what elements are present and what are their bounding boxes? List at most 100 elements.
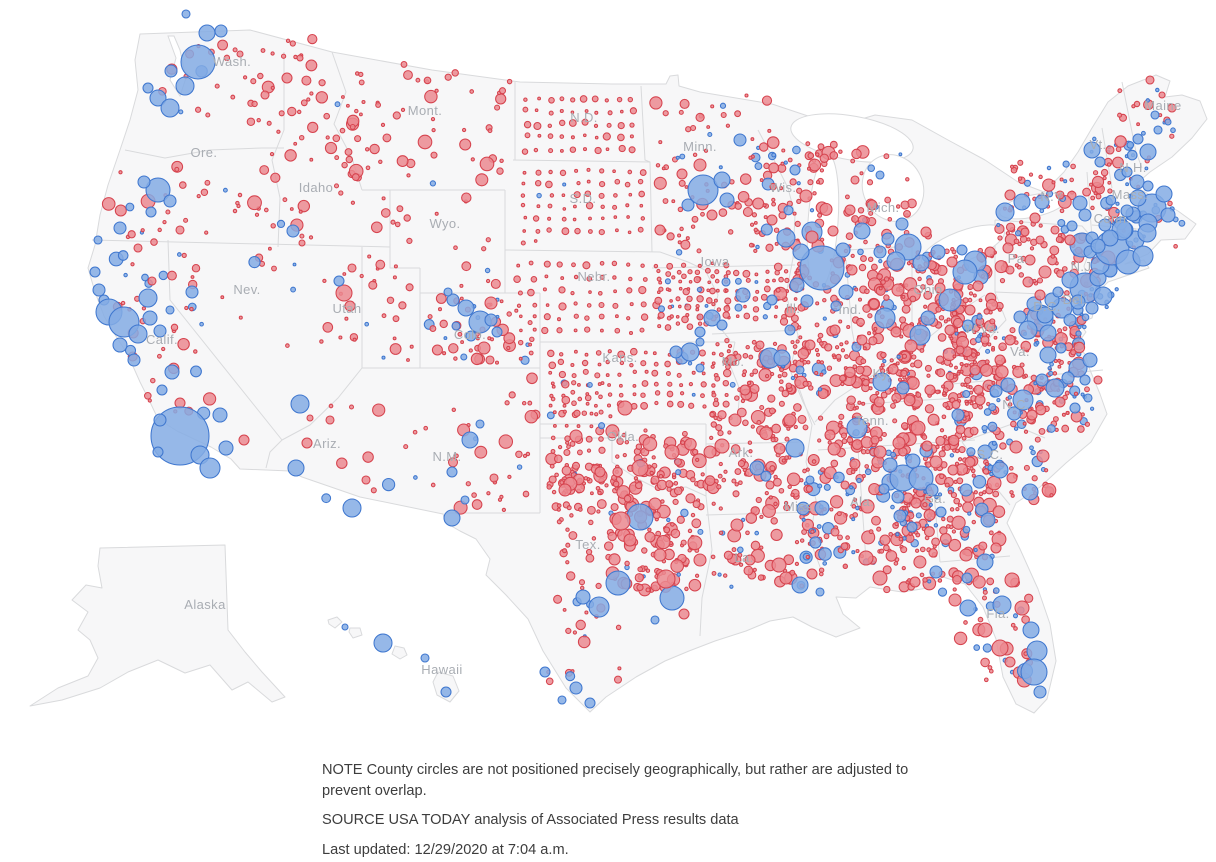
county-bubble[interactable] [503, 332, 516, 345]
county-bubble[interactable] [809, 208, 815, 213]
county-bubble[interactable] [789, 569, 796, 576]
county-bubble[interactable] [980, 335, 990, 345]
county-bubble[interactable] [1167, 200, 1173, 207]
county-bubble[interactable] [978, 541, 988, 551]
county-bubble[interactable] [991, 461, 1009, 479]
county-bubble[interactable] [716, 484, 722, 490]
county-bubble[interactable] [777, 374, 782, 379]
county-bubble[interactable] [1070, 294, 1086, 310]
county-bubble[interactable] [743, 304, 747, 309]
county-bubble[interactable] [354, 135, 362, 143]
county-bubble[interactable] [681, 430, 688, 437]
county-bubble[interactable] [522, 490, 530, 498]
county-bubble[interactable] [959, 548, 973, 562]
county-bubble[interactable] [586, 303, 592, 308]
county-bubble[interactable] [783, 269, 789, 274]
county-bubble[interactable] [553, 454, 563, 464]
county-bubble[interactable] [534, 108, 539, 113]
county-bubble[interactable] [676, 269, 682, 275]
county-bubble[interactable] [684, 586, 689, 592]
county-bubble[interactable] [544, 274, 549, 279]
county-bubble[interactable] [762, 203, 767, 208]
county-bubble[interactable] [1041, 482, 1057, 498]
county-bubble[interactable] [745, 530, 750, 536]
county-bubble[interactable] [403, 70, 413, 80]
county-bubble[interactable] [222, 187, 228, 193]
county-bubble[interactable] [976, 313, 983, 320]
county-bubble[interactable] [333, 275, 345, 287]
county-bubble[interactable] [1144, 166, 1149, 171]
county-bubble[interactable] [975, 502, 989, 517]
county-bubble[interactable] [318, 79, 326, 87]
county-bubble[interactable] [743, 312, 751, 320]
county-bubble[interactable] [838, 319, 843, 324]
county-bubble[interactable] [164, 364, 180, 380]
county-bubble[interactable] [995, 202, 1015, 222]
county-bubble[interactable] [727, 430, 732, 435]
county-bubble[interactable] [561, 193, 566, 198]
county-bubble[interactable] [1009, 164, 1015, 169]
county-bubble[interactable] [713, 397, 719, 402]
county-bubble[interactable] [520, 202, 526, 208]
county-bubble[interactable] [528, 260, 534, 266]
county-bubble[interactable] [771, 201, 777, 207]
county-bubble[interactable] [905, 453, 921, 469]
county-bubble[interactable] [423, 425, 429, 431]
county-bubble[interactable] [845, 535, 850, 540]
county-bubble[interactable] [846, 436, 854, 444]
county-bubble[interactable] [558, 370, 567, 379]
county-bubble[interactable] [643, 350, 648, 355]
county-bubble[interactable] [991, 440, 997, 446]
county-bubble[interactable] [443, 509, 461, 527]
county-bubble[interactable] [895, 532, 900, 537]
county-bubble[interactable] [704, 475, 716, 486]
county-bubble[interactable] [961, 572, 973, 584]
county-bubble[interactable] [692, 500, 701, 509]
county-bubble[interactable] [697, 528, 704, 535]
county-bubble[interactable] [895, 361, 900, 366]
county-bubble[interactable] [475, 336, 480, 341]
county-bubble[interactable] [558, 119, 566, 127]
county-bubble[interactable] [802, 468, 807, 474]
county-bubble[interactable] [611, 511, 631, 531]
county-bubble[interactable] [137, 175, 151, 189]
county-bubble[interactable] [270, 223, 276, 229]
county-bubble[interactable] [898, 152, 903, 157]
county-bubble[interactable] [938, 315, 945, 321]
county-bubble[interactable] [736, 407, 747, 418]
county-bubble[interactable] [350, 200, 356, 205]
county-bubble[interactable] [220, 295, 225, 300]
county-bubble[interactable] [814, 347, 820, 353]
county-bubble[interactable] [470, 352, 484, 366]
county-bubble[interactable] [523, 97, 528, 102]
county-bubble[interactable] [829, 495, 844, 509]
county-bubble[interactable] [718, 352, 724, 358]
county-bubble[interactable] [398, 301, 407, 310]
county-bubble[interactable] [290, 394, 310, 414]
county-bubble[interactable] [904, 339, 918, 353]
county-bubble[interactable] [766, 214, 778, 226]
county-bubble[interactable] [678, 608, 690, 620]
county-bubble[interactable] [755, 340, 765, 350]
county-bubble[interactable] [723, 469, 728, 474]
county-bubble[interactable] [573, 313, 579, 319]
county-bubble[interactable] [644, 369, 649, 374]
county-bubble[interactable] [672, 498, 679, 506]
county-bubble[interactable] [972, 402, 979, 410]
county-bubble[interactable] [548, 148, 554, 154]
county-bubble[interactable] [867, 164, 876, 173]
county-bubble[interactable] [257, 72, 264, 80]
county-bubble[interactable] [785, 382, 793, 390]
county-bubble[interactable] [292, 262, 297, 267]
county-bubble[interactable] [1167, 103, 1177, 113]
county-bubble[interactable] [705, 297, 713, 304]
county-bubble[interactable] [568, 531, 578, 540]
county-bubble[interactable] [815, 352, 821, 357]
county-bubble[interactable] [484, 296, 498, 310]
county-bubble[interactable] [558, 483, 572, 497]
county-bubble[interactable] [695, 303, 700, 309]
county-bubble[interactable] [626, 503, 654, 531]
county-bubble[interactable] [290, 286, 297, 293]
county-bubble[interactable] [1070, 163, 1076, 170]
county-bubble[interactable] [576, 382, 581, 387]
